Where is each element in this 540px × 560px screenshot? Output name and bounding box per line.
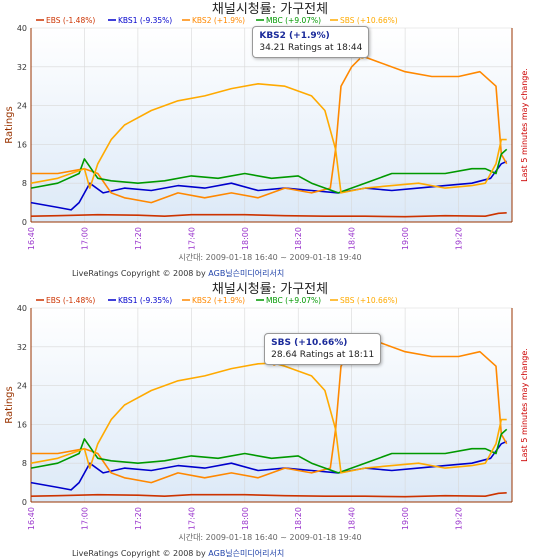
series-line (30, 83, 507, 194)
x-tick-label: 18:00 (241, 227, 250, 250)
y-tick-label: 8 (22, 459, 27, 468)
x-tick-label: 19:20 (455, 227, 464, 250)
tooltip-text: 34.21 Ratings at 18:44 (259, 43, 363, 54)
series-line (30, 362, 507, 474)
copyright-text: LiveRatings Copyright © 2008 by (72, 549, 206, 558)
x-tick-label: 16:40 (27, 507, 36, 530)
legend-entry: KBS2 (+1.9%) (192, 16, 245, 25)
series-line (30, 212, 507, 218)
y-tick-label: 16 (17, 420, 27, 429)
legend-entry: SBS (+10.66%) (340, 16, 398, 25)
chart-panel-top: 채널시청률: 가구전체 EBS (-1.48%) KBS1 (-9.35%) KBS2… (0, 0, 540, 280)
legend-entry: EBS (-1.48%) (46, 296, 95, 305)
y-tick-label: 32 (17, 63, 27, 72)
copyright-link[interactable]: AGB닐슨미디어리서치 (208, 549, 285, 558)
chart-title: 채널시청률: 가구전체 (212, 282, 328, 297)
chart-top[interactable]: 채널시청률: 가구전체 EBS (-1.48%) KBS1 (-9.35%) KBS2… (0, 0, 540, 280)
series-line (30, 428, 508, 474)
x-tick-label: 19:00 (401, 507, 410, 530)
series-line (30, 440, 508, 491)
tooltip-text: 28.64 Ratings at 18:11 (271, 350, 375, 361)
right-note: Last 5 minutes may change. (520, 68, 529, 182)
x-tick-label: 19:20 (455, 507, 464, 530)
series-line (30, 148, 508, 194)
tooltip-series: SBS (+10.66%) (271, 338, 348, 349)
legend-entry: MBC (+9.07%) (266, 16, 321, 25)
x-tick-label: 18:40 (348, 227, 357, 250)
copyright-link[interactable]: AGB닐슨미디어리서치 (208, 269, 285, 278)
x-tick-label: 17:20 (134, 227, 143, 250)
series-line (30, 160, 508, 211)
chart-bottom[interactable]: 채널시청률: 가구전체 EBS (-1.48%) KBS1 (-9.35%) KBS2… (0, 280, 540, 560)
y-axis-label: Ratings (4, 386, 15, 423)
x-tick-label: 18:20 (294, 507, 303, 530)
series-line (31, 55, 508, 204)
y-tick-label: 32 (17, 343, 27, 352)
copyright-top: LiveRatings Copyright © 2008 by AGB닐슨미디어… (72, 268, 284, 279)
chart-subtitle: 시간대: 2009-01-18 16:40 ~ 2009-01-18 19:40 (178, 532, 361, 542)
legend-entry: SBS (+10.66%) (340, 296, 398, 305)
copyright-text: LiveRatings Copyright © 2008 by (72, 269, 206, 278)
series-line (30, 492, 507, 498)
x-tick-label: 16:40 (27, 227, 36, 250)
x-tick-label: 18:00 (241, 507, 250, 530)
y-tick-label: 24 (17, 102, 27, 111)
y-tick-label: 0 (22, 498, 27, 507)
tooltip-top: KBS2 (+1.9%) 34.21 Ratings at 18:44 (252, 26, 370, 59)
y-tick-label: 8 (22, 179, 27, 188)
y-axis-label: Ratings (4, 106, 15, 143)
x-tick-label: 18:20 (294, 227, 303, 250)
chart-panel-bottom: 채널시청률: 가구전체 EBS (-1.48%) KBS1 (-9.35%) KBS2… (0, 280, 540, 560)
legend-entry: KBS1 (-9.35%) (118, 296, 172, 305)
x-tick-label: 17:20 (134, 507, 143, 530)
x-tick-label: 18:40 (348, 507, 357, 530)
chart-title: 채널시청률: 가구전체 (212, 2, 328, 17)
copyright-bottom: LiveRatings Copyright © 2008 by AGB닐슨미디어… (72, 548, 284, 559)
chart-subtitle: 시간대: 2009-01-18 16:40 ~ 2009-01-18 19:40 (178, 252, 361, 262)
y-tick-label: 40 (17, 304, 27, 313)
tooltip-series: KBS2 (+1.9%) (259, 31, 330, 42)
right-note: Last 5 minutes may change. (520, 348, 529, 462)
series-line (31, 335, 508, 484)
x-tick-label: 17:00 (80, 227, 89, 250)
y-tick-label: 0 (22, 218, 27, 227)
y-tick-label: 40 (17, 24, 27, 33)
y-tick-label: 24 (17, 382, 27, 391)
legend-entry: EBS (-1.48%) (46, 16, 95, 25)
x-tick-label: 17:00 (80, 507, 89, 530)
x-tick-label: 17:40 (187, 227, 196, 250)
y-tick-label: 16 (17, 140, 27, 149)
tooltip-bottom: SBS (+10.66%) 28.64 Ratings at 18:11 (264, 333, 382, 366)
legend-entry: MBC (+9.07%) (266, 296, 321, 305)
x-tick-label: 19:00 (401, 227, 410, 250)
x-tick-label: 17:40 (187, 507, 196, 530)
legend-entry: KBS1 (-9.35%) (118, 16, 172, 25)
legend-entry: KBS2 (+1.9%) (192, 296, 245, 305)
